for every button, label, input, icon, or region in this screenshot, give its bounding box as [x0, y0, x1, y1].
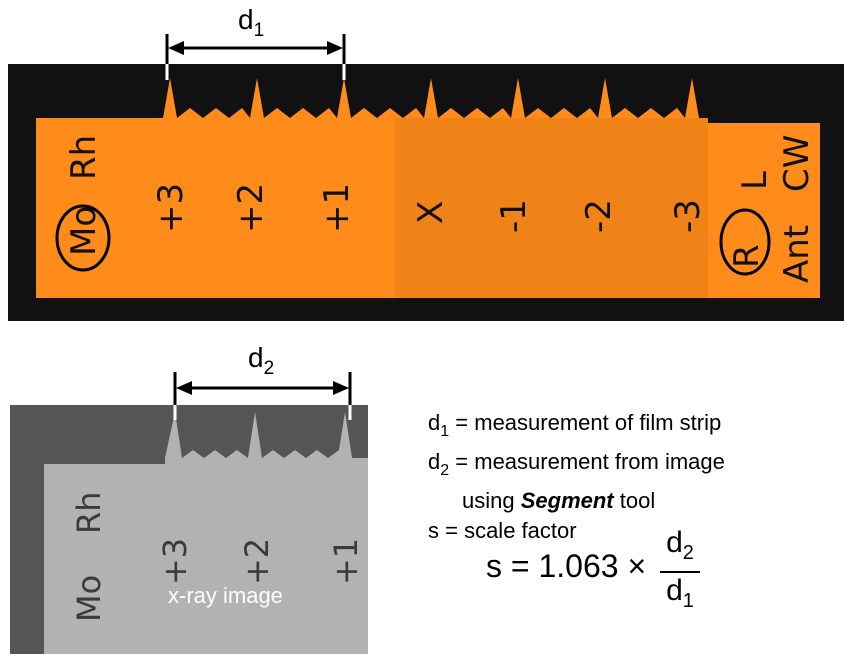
xray-step-plus1: +1	[327, 538, 365, 585]
legend-d2: d2 = measurement from image	[428, 449, 725, 479]
formula-fraction: d2 d1	[660, 527, 700, 617]
formula-numerator: d2	[666, 526, 694, 565]
xray-step-plus2: +2	[238, 538, 276, 585]
film-label-cw: CW	[777, 135, 817, 192]
scale-formula: s = 1.063 × d2 d1	[486, 527, 700, 612]
r-circle-marker	[719, 208, 771, 276]
film-label-ant: Ant	[777, 225, 817, 283]
legend-d2-cont: using Segment tool	[462, 488, 656, 513]
film-label-l: L	[735, 171, 775, 190]
d2-dimension	[173, 372, 352, 405]
xray-label-rh: Rh	[70, 491, 108, 534]
legend: d1 = measurement of film strip d2 = meas…	[428, 408, 725, 546]
legend-s: s = scale factor	[428, 518, 577, 543]
legend-d1: d1 = measurement of film strip	[428, 410, 722, 440]
film-strip	[36, 78, 820, 298]
d1-dimension	[165, 34, 346, 64]
segment-tool-name: Segment	[520, 488, 614, 513]
film-step-minus1: -1	[494, 199, 534, 233]
formula-denominator: d1	[666, 574, 694, 613]
formula-lhs: s = 1.063 ×	[486, 548, 647, 584]
xray-caption: x-ray image	[168, 583, 283, 608]
film-step-plus3: +3	[151, 183, 191, 233]
d2-label: d2	[248, 342, 275, 379]
film-step-x: X	[411, 201, 451, 224]
film-step-plus2: +2	[231, 183, 271, 233]
xray-strip	[44, 412, 368, 654]
film-label-rh: Rh	[64, 135, 104, 180]
film-label-r: R	[727, 244, 767, 268]
d1-label: d1	[238, 4, 265, 41]
film-step-minus3: -3	[668, 199, 708, 233]
xray-label-mo: Mo	[70, 575, 108, 622]
film-step-plus1: +1	[317, 183, 357, 233]
xray-step-plus3: +3	[156, 538, 194, 585]
film-step-minus2: -2	[579, 199, 619, 233]
mo-circle-marker	[55, 204, 111, 272]
film-label-mo: Mo	[64, 206, 104, 256]
